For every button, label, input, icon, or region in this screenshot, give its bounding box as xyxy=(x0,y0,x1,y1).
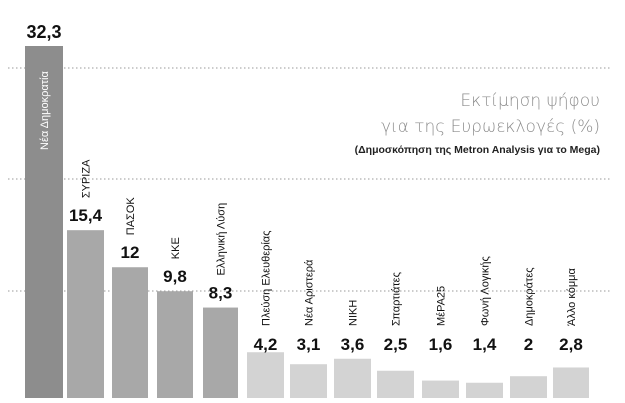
value-label-10: 1,6 xyxy=(429,335,453,354)
chart-subtitle: (Δημοσκόπηση της Metron Analysis για το … xyxy=(355,144,600,156)
category-label-10: ΜέΡΑ25 xyxy=(436,286,448,326)
bar-13 xyxy=(553,367,589,398)
value-label-11: 1,4 xyxy=(473,335,497,354)
labels: 32,3 Νέα Δημοκρατία 15,4 ΣΥΡΙΖΑ 12 ΠΑΣΟΚ 9,8 ΚΚ… xyxy=(26,22,582,354)
value-label-6: 4,2 xyxy=(254,335,278,354)
value-label-2: 15,4 xyxy=(69,206,103,225)
value-label-3: 12 xyxy=(121,243,140,262)
value-label-1: 32,3 xyxy=(26,22,61,42)
category-label-2: ΣΥΡΙΖΑ xyxy=(81,159,93,198)
category-label-8: ΝΙΚΗ xyxy=(348,300,360,326)
bar-3 xyxy=(112,267,148,398)
bar-11 xyxy=(466,382,503,398)
bar-8 xyxy=(334,358,371,398)
category-label-11: Φωνή Λογικής xyxy=(480,256,492,326)
value-label-8: 3,6 xyxy=(341,335,365,354)
bar-5 xyxy=(203,307,238,398)
bar-7 xyxy=(290,364,327,398)
category-label-12: Δημοκράτες xyxy=(524,267,536,326)
category-label-6: Πλεύση Ελευθερίας xyxy=(261,231,273,326)
chart-title-line-2: για της Ευρωεκλογές (%) xyxy=(381,117,600,137)
bar-9 xyxy=(377,370,414,398)
bar-12 xyxy=(510,376,547,398)
gridlines xyxy=(8,67,612,292)
category-label-13: Άλλο κόμμα xyxy=(566,267,578,326)
bar-6 xyxy=(247,352,284,398)
value-label-5: 8,3 xyxy=(209,284,233,303)
category-label-9: Σπαρτιάτες xyxy=(391,272,403,326)
category-label-4: ΚΚΕ xyxy=(170,237,182,259)
bars xyxy=(25,46,589,398)
value-label-7: 3,1 xyxy=(297,335,321,354)
chart-title-line-1: Εκτίμηση ψήφου xyxy=(460,91,600,111)
category-label-3: ΠΑΣΟΚ xyxy=(125,197,137,236)
bar-1 xyxy=(25,46,63,398)
bar-4 xyxy=(157,291,193,398)
value-label-13: 2,8 xyxy=(559,335,583,354)
value-label-9: 2,5 xyxy=(384,335,408,354)
value-label-4: 9,8 xyxy=(163,267,187,286)
category-label-1: Νέα Δημοκρατία xyxy=(39,71,51,150)
category-label-5: Ελληνική Λύση xyxy=(216,203,228,276)
value-label-12: 2 xyxy=(524,335,533,354)
category-label-7: Νέα Αριστερά xyxy=(304,259,316,326)
bar-2 xyxy=(67,230,104,398)
bar-10 xyxy=(422,380,459,398)
